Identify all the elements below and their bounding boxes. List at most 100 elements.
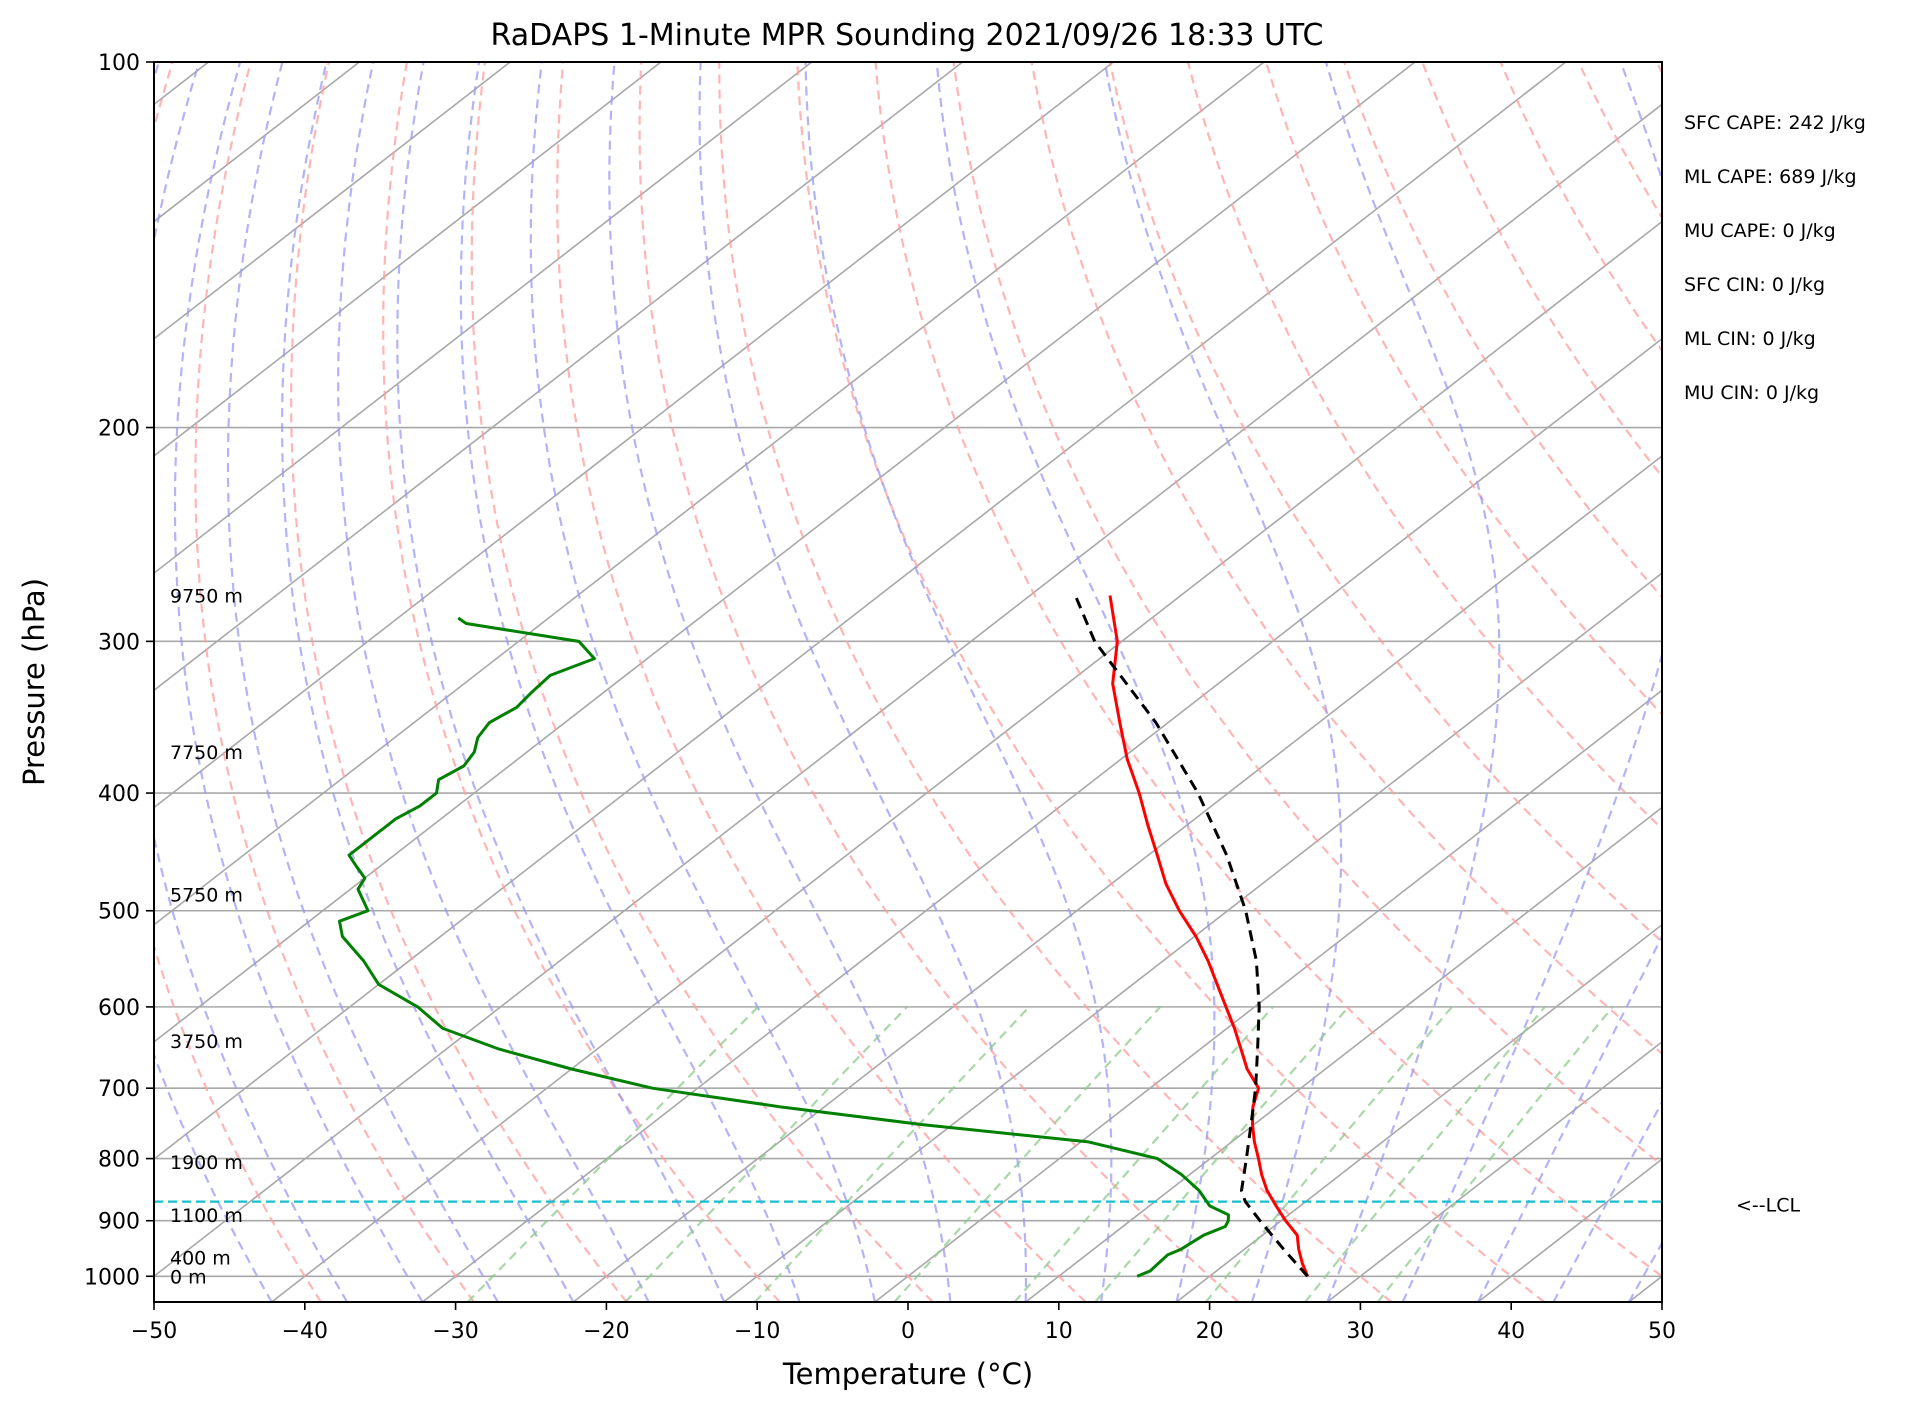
stat-label: SFC CAPE: 242 J/kg — [1684, 112, 1866, 134]
moist-adiabat — [804, 62, 1113, 1302]
isotherm-line — [1025, 806, 1662, 1302]
height-label: 3750 m — [170, 1031, 243, 1053]
moist-adiabat-lines — [154, 62, 1662, 1302]
isotherm-line — [1326, 1040, 1662, 1302]
isotherm-line — [1176, 923, 1662, 1302]
dry-adiabat-lines — [154, 62, 1911, 1302]
y-tick-label: 600 — [98, 996, 140, 1021]
dry-adiabat — [1421, 62, 1662, 479]
isotherm-line — [154, 62, 1114, 809]
moist-adiabat — [154, 62, 349, 1302]
dry-adiabat — [1343, 62, 1662, 599]
stat-label: ML CIN: 0 J/kg — [1684, 328, 1816, 350]
moist-adiabat — [698, 62, 1028, 1302]
dry-adiabat — [1891, 62, 1911, 1302]
y-tick-label: 200 — [98, 417, 140, 442]
moist-adiabat — [396, 62, 726, 1302]
moist-adiabat — [935, 62, 1216, 1302]
y-tick-label: 100 — [98, 51, 140, 76]
stat-label: SFC CIN: 0 J/kg — [1684, 274, 1825, 296]
height-label: 1900 m — [170, 1152, 243, 1174]
height-label: 7750 m — [170, 742, 243, 764]
height-label: 400 m — [170, 1247, 231, 1269]
mixing-ratio-line — [1377, 1006, 1614, 1302]
dry-adiabat — [1265, 62, 1662, 716]
isobar-lines — [154, 62, 1662, 1278]
height-label: 9750 m — [170, 585, 243, 607]
isotherm-line — [572, 454, 1662, 1302]
y-tick-label: 500 — [98, 900, 140, 925]
x-tick-label: 40 — [1497, 1319, 1525, 1344]
dry-adiabat — [290, 62, 628, 1302]
dry-adiabat — [382, 62, 781, 1302]
sounding-profiles — [338, 594, 1309, 1278]
moist-adiabat — [529, 62, 876, 1302]
moist-adiabat — [226, 62, 499, 1302]
dry-adiabat — [796, 62, 1546, 1302]
moist-adiabat — [459, 62, 801, 1302]
lcl-marker: <--LCL — [154, 1195, 1800, 1217]
dry-adiabat — [194, 62, 475, 1302]
moist-adiabat — [1627, 1241, 1662, 1302]
profile-line-1 — [338, 616, 1230, 1278]
isotherm-line — [154, 62, 1416, 1043]
y-axis-label: Pressure (hPa) — [17, 578, 51, 786]
mixing-ratio-line — [754, 1006, 1030, 1302]
x-tick-label: −30 — [432, 1319, 478, 1344]
lcl-label: <--LCL — [1736, 1195, 1800, 1217]
x-axis: −50 −40 −30 −20 −10 0 10 20 30 40 50 — [131, 1302, 1676, 1344]
mixing-ratio-line — [1204, 1006, 1453, 1302]
y-axis: 1000 900 800 700 600 500 400 300 200 100 — [84, 51, 154, 1290]
dry-adiabat — [1030, 62, 1662, 1055]
isotherm-line — [874, 689, 1662, 1302]
isotherm-line — [154, 62, 813, 575]
mixing-ratio-line — [1094, 1006, 1350, 1302]
mixing-ratio-line — [624, 1006, 908, 1302]
x-tick-label: 20 — [1196, 1319, 1224, 1344]
stat-label: ML CAPE: 689 J/kg — [1684, 166, 1857, 188]
mixing-ratio-line — [1304, 1006, 1546, 1302]
x-tick-label: −40 — [282, 1319, 328, 1344]
isotherm-line — [154, 62, 1265, 926]
x-tick-label: −10 — [734, 1319, 780, 1344]
moist-adiabat — [608, 62, 952, 1302]
moist-adiabat — [1552, 1100, 1662, 1302]
dry-adiabat — [638, 62, 1240, 1302]
stat-label: MU CIN: 0 J/kg — [1684, 382, 1819, 404]
moist-adiabat — [337, 62, 650, 1302]
moist-adiabat — [1103, 62, 1343, 1302]
isotherm-line — [271, 220, 1662, 1302]
mixing-ratio-line — [893, 1006, 1162, 1302]
moist-adiabat — [1401, 62, 1662, 1302]
dry-adiabat — [470, 62, 934, 1302]
y-tick-label: 900 — [98, 1210, 140, 1235]
height-label: 5750 m — [170, 885, 243, 907]
height-label: 1100 m — [170, 1205, 243, 1227]
isotherm-line — [154, 103, 1662, 1278]
dry-adiabat — [952, 62, 1662, 1167]
moist-adiabat — [154, 62, 273, 1302]
isotherm-line — [1477, 1158, 1662, 1302]
x-tick-label: 10 — [1045, 1319, 1073, 1344]
x-tick-label: −50 — [131, 1319, 177, 1344]
x-axis-label: Temperature (°C) — [782, 1357, 1033, 1391]
x-tick-label: −20 — [583, 1319, 629, 1344]
y-tick-label: 1000 — [84, 1265, 140, 1290]
isotherm-line — [154, 62, 511, 340]
background-lines — [154, 62, 1911, 1302]
dry-adiabat — [1108, 62, 1662, 944]
mixing-ratio-line — [1013, 1006, 1274, 1302]
height-label: 0 m — [170, 1266, 207, 1288]
x-tick-label: 0 — [901, 1319, 915, 1344]
moist-adiabat — [1477, 934, 1662, 1302]
moist-adiabat — [1324, 62, 1501, 1302]
dry-adiabat — [718, 62, 1393, 1302]
mixing-ratio-lines — [466, 1006, 1614, 1302]
y-tick-label: 700 — [98, 1077, 140, 1102]
isotherm-line — [154, 62, 964, 692]
dry-adiabat — [556, 62, 1087, 1302]
y-tick-label: 400 — [98, 782, 140, 807]
dry-adiabat — [874, 62, 1662, 1278]
isotherm-lines — [154, 62, 1662, 1302]
